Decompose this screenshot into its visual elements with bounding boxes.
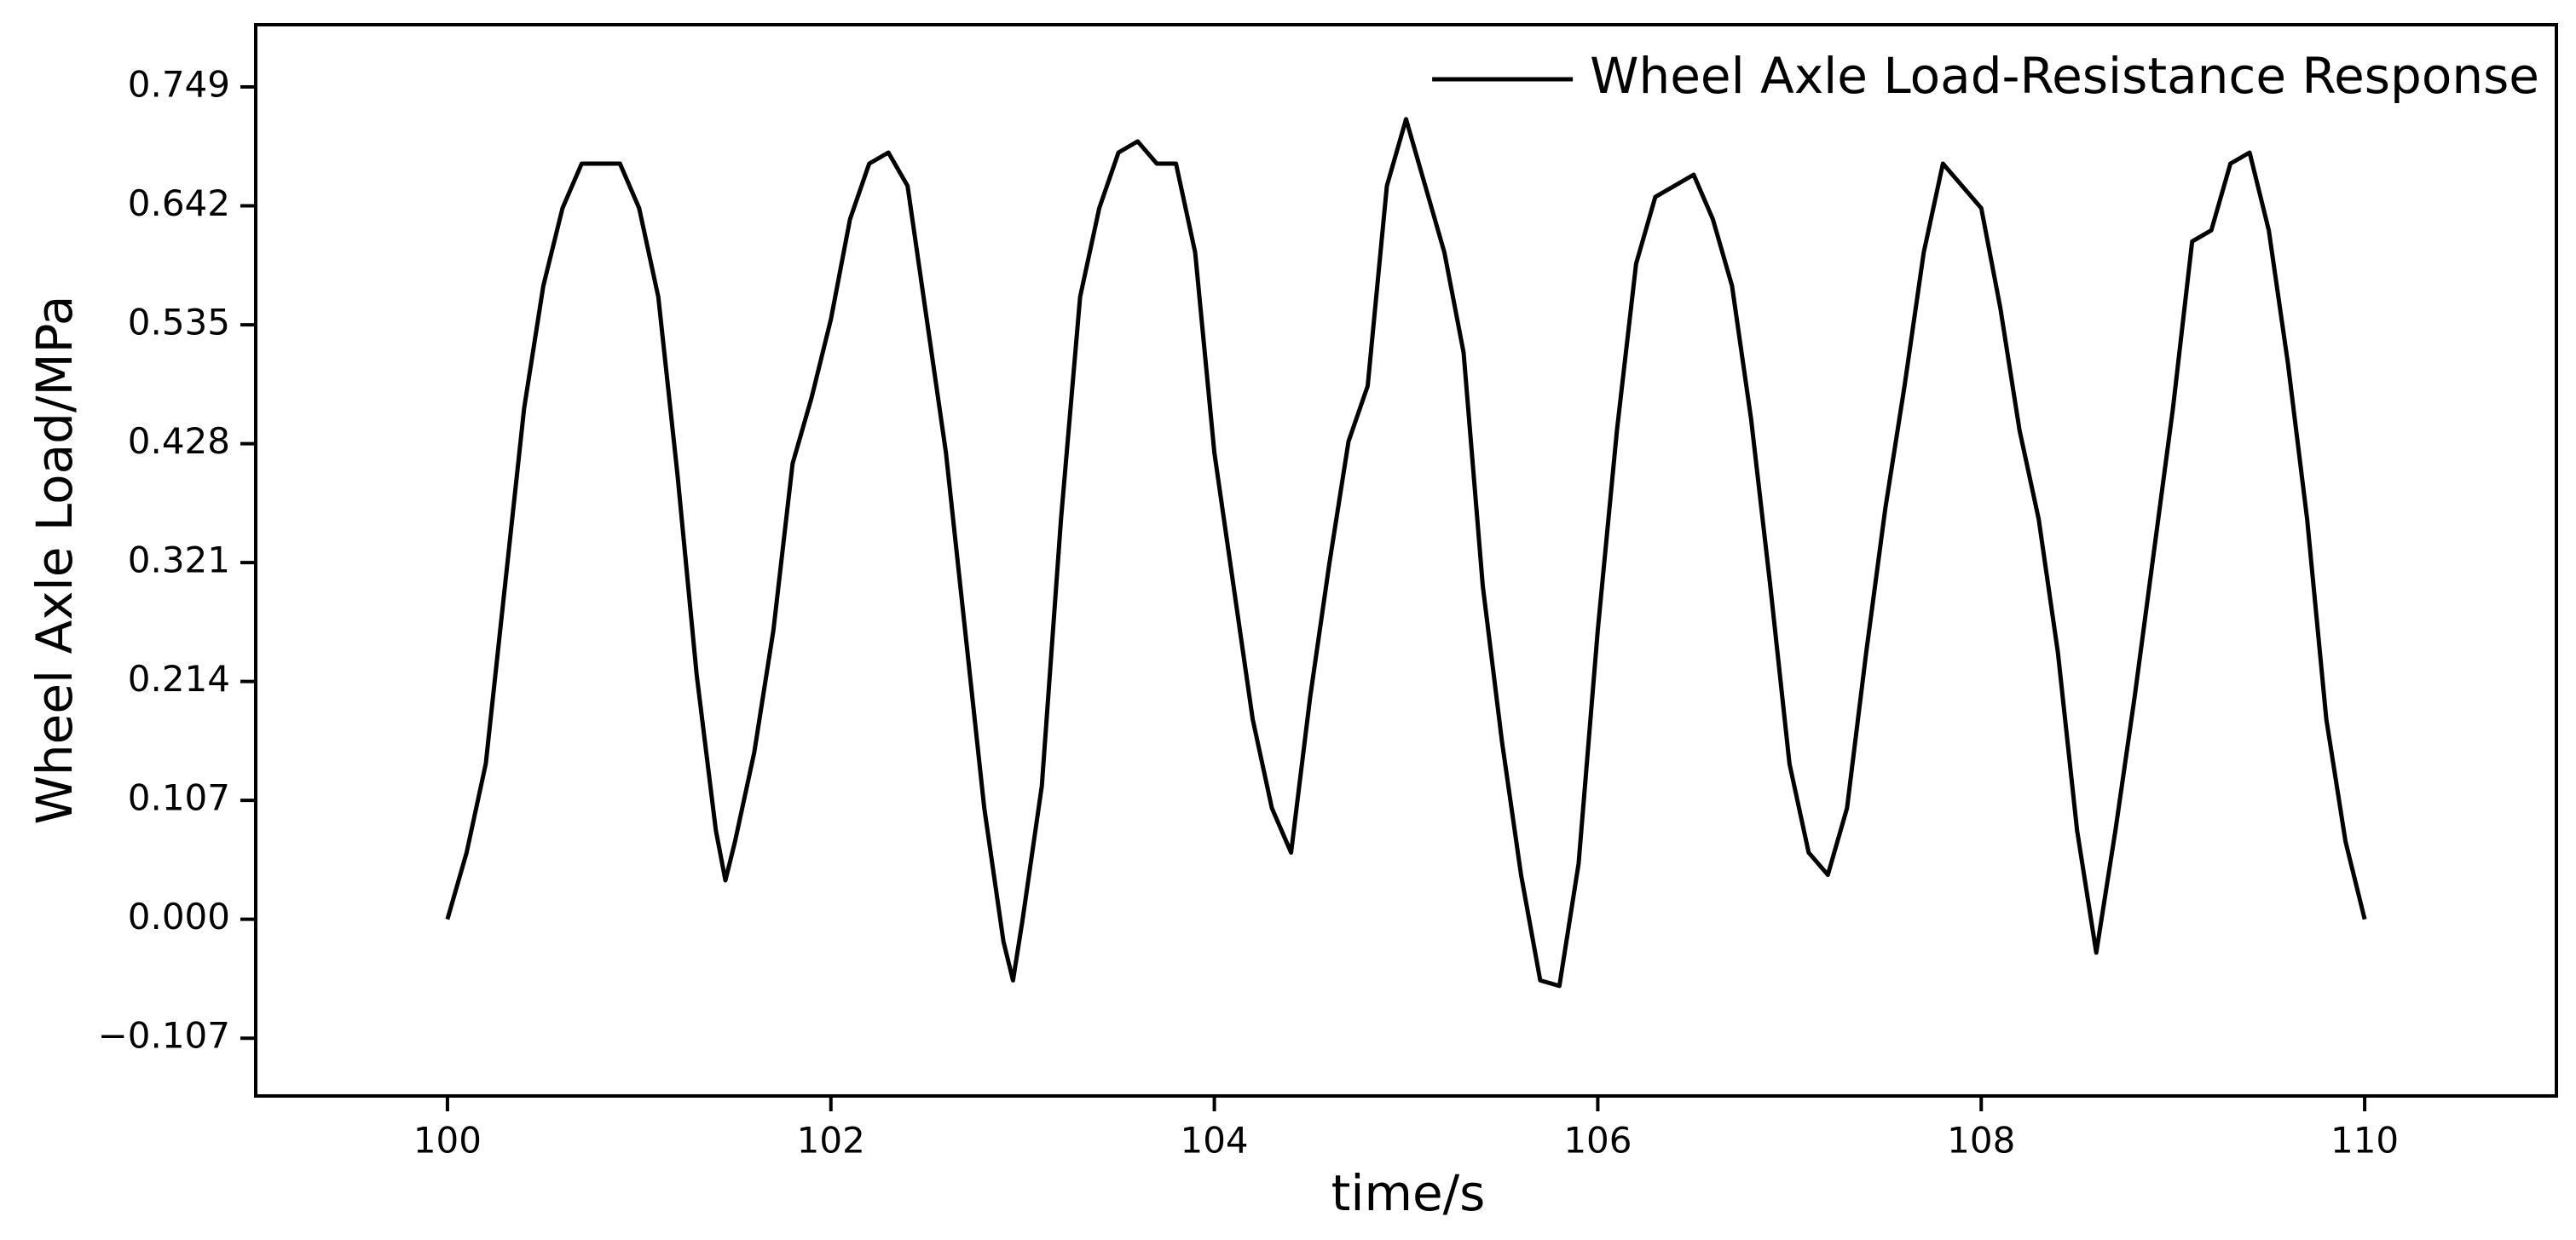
x-tick-label: 108: [1947, 1120, 2015, 1162]
x-tick-label: 110: [2331, 1120, 2399, 1162]
y-tick-label: 0.107: [128, 777, 230, 819]
y-tick-label: 0.321: [128, 539, 230, 581]
x-axis-label: time/s: [1331, 1164, 1486, 1222]
data-line: [445, 117, 2367, 989]
x-tick-label: 102: [797, 1120, 865, 1162]
plot-frame: [254, 23, 2558, 1098]
y-tick-label: −0.107: [98, 1015, 230, 1057]
y-axis-label: Wheel Axle Load/MPa: [26, 296, 84, 825]
y-tick-label: 0.214: [128, 658, 230, 700]
y-tick-label: 0.000: [128, 896, 230, 937]
y-tick-label: 0.428: [128, 420, 230, 462]
y-tick-label: 0.642: [128, 182, 230, 224]
y-tick-label: 0.749: [128, 64, 230, 106]
x-tick-label: 104: [1180, 1120, 1248, 1162]
y-tick-label: 0.535: [128, 302, 230, 343]
x-tick-label: 106: [1563, 1120, 1632, 1162]
x-tick-label: 100: [413, 1120, 482, 1162]
legend-label: Wheel Axle Load-Resistance Response: [1590, 47, 2539, 105]
